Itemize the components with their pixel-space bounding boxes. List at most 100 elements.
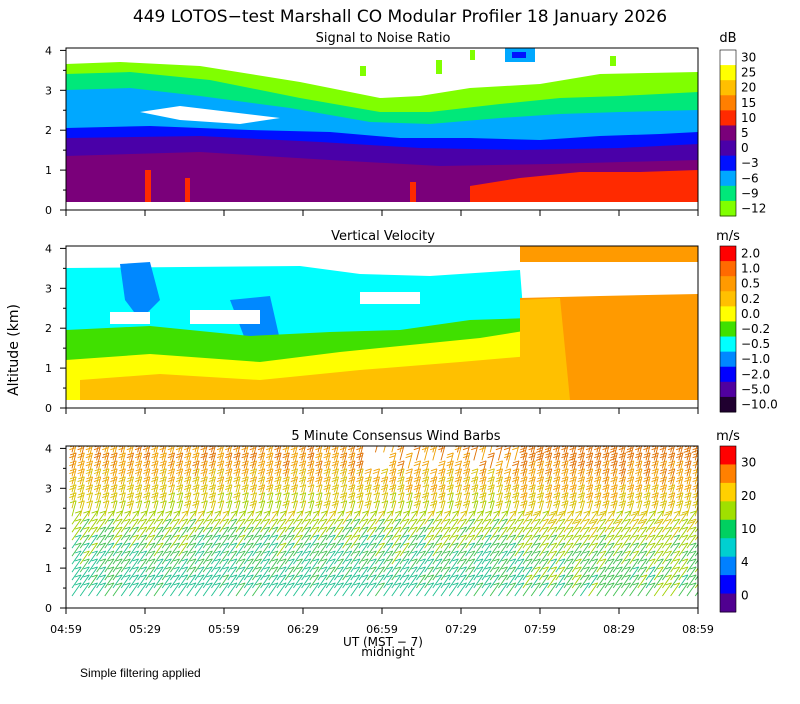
wind-barb-feather (99, 558, 106, 562)
wind-barb (563, 492, 569, 509)
wind-barb (145, 510, 156, 525)
wind-barb-feather (488, 492, 495, 496)
wind-barb-feather (553, 468, 561, 472)
snr-red-streak (410, 182, 416, 202)
wind-barb (104, 542, 115, 557)
wind-barb-feather (520, 484, 528, 488)
wind-barb (342, 460, 348, 477)
wind-barb (481, 484, 487, 501)
wind-barb-feather (550, 574, 557, 578)
velocity-white-gap (300, 246, 520, 266)
wind-barb-feather (345, 510, 352, 514)
wind-barb (645, 510, 656, 525)
wind-barb (120, 446, 126, 461)
wind-barb-feather (430, 500, 438, 504)
wind-barb-feather (493, 582, 500, 586)
wind-barb (391, 582, 402, 597)
wind-barb (653, 446, 657, 453)
wind-barb (276, 446, 280, 453)
wind-barb-feather (526, 582, 533, 586)
wind-barb (686, 550, 697, 565)
wind-barb-feather (192, 447, 199, 451)
wind-barb-feather (444, 526, 451, 530)
wind-barb-feather (693, 492, 698, 496)
wind-barb (539, 574, 549, 589)
wind-barb-feather (534, 534, 541, 538)
wind-barb-feather (655, 521, 662, 524)
wind-barb-feather (512, 463, 519, 467)
wind-barb-feather (233, 484, 241, 488)
wind-barb-feather (362, 542, 369, 546)
wind-barb-feather (175, 463, 183, 467)
wind-barb-feather (299, 500, 306, 504)
wind-barb-feather (397, 447, 404, 451)
wind-barb (465, 492, 471, 509)
wind-barb-feather (210, 437, 216, 439)
wind-barb-feather (282, 479, 289, 483)
wind-barb-feather (239, 574, 246, 578)
wind-barb (145, 558, 156, 573)
wind-barb-feather (624, 574, 631, 578)
wind-barb (301, 558, 312, 573)
wind-barb-feather (329, 534, 336, 538)
wind-barb-feather (567, 582, 574, 586)
wind-barb-feather (578, 440, 584, 442)
wind-barb-feather (487, 455, 494, 459)
wind-barb (96, 460, 102, 477)
wind-barb-feather (640, 566, 648, 570)
wind-barb-feather (107, 558, 115, 562)
wind-barb-feather (608, 566, 615, 570)
wind-barb (219, 534, 230, 549)
wind-barb-feather (160, 460, 167, 464)
wind-barb-feather (127, 500, 134, 504)
wind-barb (120, 476, 126, 493)
wind-barb-feather (438, 492, 446, 496)
wind-barb-feather (673, 574, 680, 578)
wind-barb-feather (107, 526, 115, 530)
wind-barb (375, 510, 385, 525)
wind-barb-feather (602, 484, 610, 488)
wind-barb-feather (558, 534, 566, 538)
wind-barb-feather (542, 542, 549, 546)
wind-barb-feather (124, 518, 131, 522)
wind-barb (456, 476, 462, 493)
wind-barb-feather (680, 513, 687, 516)
wind-barb (260, 518, 271, 533)
wind-barb-feather (222, 526, 229, 530)
wind-barb-feather (307, 446, 313, 448)
wind-barb-feather (216, 463, 224, 467)
wind-barb-feather (118, 471, 125, 475)
wind-barb-feather (558, 510, 566, 514)
wind-barb-feather (128, 437, 134, 439)
wind-barb (514, 492, 520, 509)
wind-barb-feather (602, 440, 608, 442)
wind-barb-feather (315, 484, 323, 488)
wind-barb (653, 500, 659, 517)
wind-barb (358, 460, 364, 477)
wind-barb (629, 510, 640, 525)
wind-barb-feather (378, 534, 385, 538)
wind-barb (260, 492, 266, 509)
wind-barb (489, 484, 495, 501)
wind-barb-feather (78, 440, 84, 442)
wind-barb (670, 500, 676, 517)
wind-barb (120, 542, 131, 557)
wind-barb (612, 566, 623, 581)
wind-barb (375, 534, 385, 549)
wind-barb-feather (299, 476, 306, 480)
wind-barb-feather (548, 513, 556, 516)
wind-barb (579, 500, 585, 517)
wind-barb (465, 566, 476, 581)
wind-barb-feather (91, 558, 98, 562)
wind-barb (268, 574, 279, 589)
wind-barb-feather (488, 452, 495, 456)
wind-barb (489, 476, 495, 493)
wind-barb-feather (517, 510, 525, 514)
wind-barb-feather (578, 468, 585, 472)
wind-barb-feather (75, 566, 82, 570)
wind-barb-feather (651, 495, 658, 499)
wind-barb (145, 452, 151, 469)
wind-barb (358, 518, 369, 533)
wind-barb-feather (570, 446, 575, 448)
wind-barb-feather (544, 479, 552, 483)
